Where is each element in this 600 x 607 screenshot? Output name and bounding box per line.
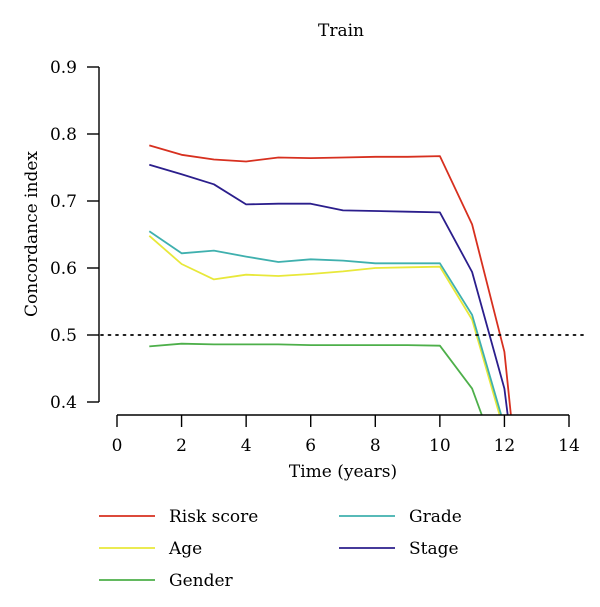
x-tick-label: 10 xyxy=(429,436,451,456)
series-line-grade xyxy=(148,230,503,416)
x-tick-label: 2 xyxy=(176,436,187,456)
x-tick-label: 14 xyxy=(558,436,580,456)
legend-label-stage: Stage xyxy=(409,539,459,559)
series-line-stage xyxy=(149,163,509,416)
series-line-age xyxy=(148,235,501,416)
x-tick-label: 8 xyxy=(370,436,381,456)
chart-title: Train xyxy=(318,21,364,41)
y-axis-title: Concordance index xyxy=(22,151,42,317)
y-tick-label: 0.7 xyxy=(50,192,77,212)
series-line-gender xyxy=(149,342,483,416)
x-axis-title: Time (years) xyxy=(289,462,397,482)
legend-label-age: Age xyxy=(168,539,202,559)
x-tick-label: 12 xyxy=(494,436,516,456)
x-tick-label: 0 xyxy=(112,436,123,456)
legend-label-grade: Grade xyxy=(409,507,462,527)
y-tick-label: 0.4 xyxy=(50,393,77,413)
legend-label-risk-score: Risk score xyxy=(169,507,258,527)
y-tick-label: 0.5 xyxy=(50,326,77,346)
x-axis-ticks: 0 2 4 6 8 10 12 14 xyxy=(112,415,580,456)
plot-lines xyxy=(148,144,512,416)
x-tick-label: 4 xyxy=(241,436,252,456)
x-tick-label: 6 xyxy=(305,436,316,456)
series-line-risk-score xyxy=(149,144,512,416)
y-tick-label: 0.6 xyxy=(50,259,77,279)
y-tick-label: 0.8 xyxy=(50,125,77,145)
legend-label-gender: Gender xyxy=(169,571,234,591)
y-tick-label: 0.9 xyxy=(50,58,77,78)
y-axis-ticks: 0.4 0.5 0.6 0.7 0.8 0.9 xyxy=(50,58,99,413)
legend: Risk score Age Gender Grade Stage xyxy=(99,507,462,591)
